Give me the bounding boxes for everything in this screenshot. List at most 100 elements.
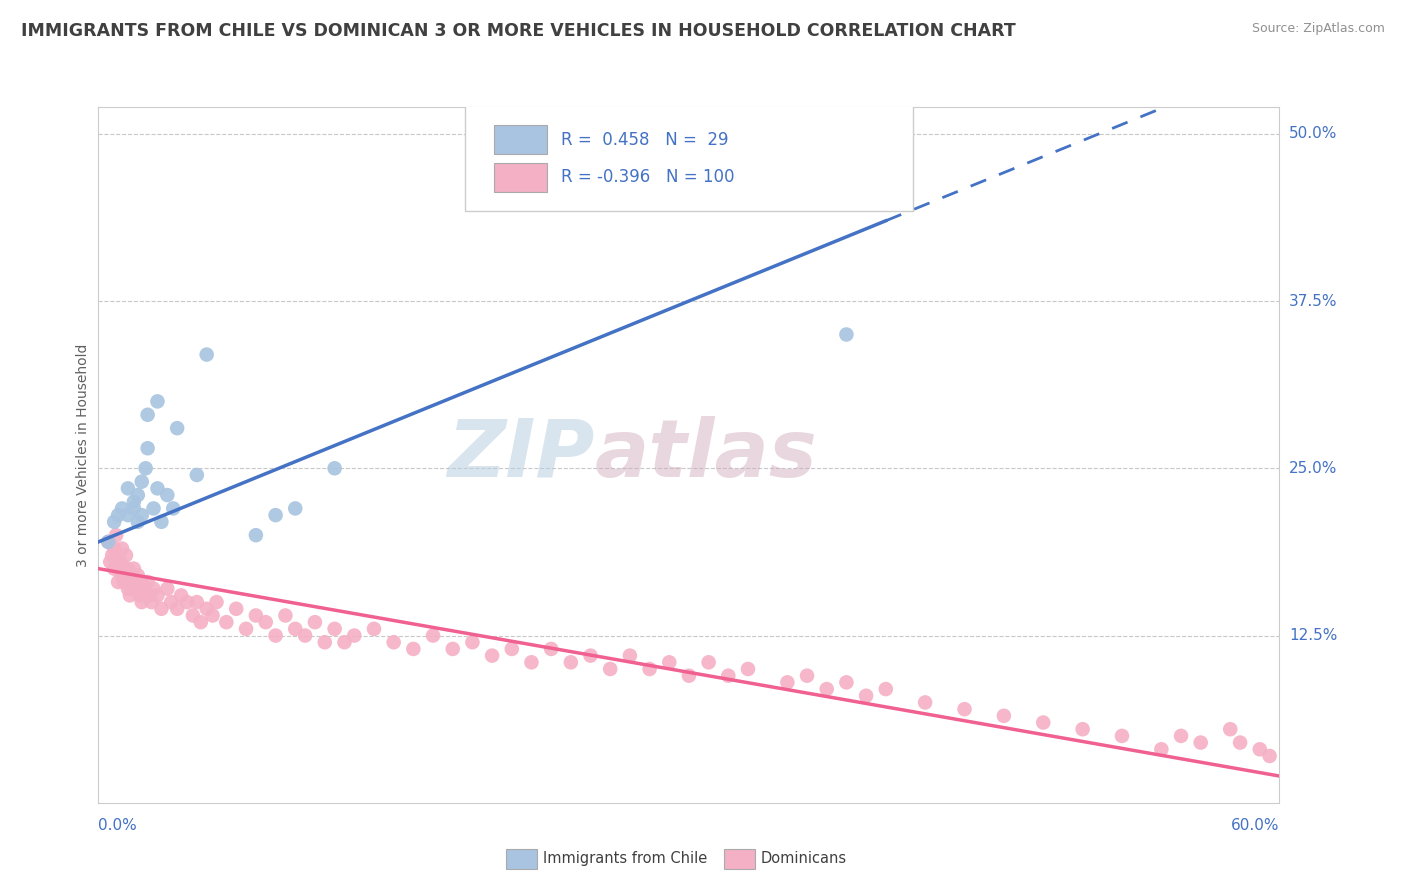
Point xyxy=(150,515,173,529)
Point xyxy=(101,548,124,563)
Point xyxy=(150,602,173,616)
Point xyxy=(128,589,150,603)
Point xyxy=(160,595,183,609)
FancyBboxPatch shape xyxy=(464,103,914,211)
Point xyxy=(122,562,145,576)
Point xyxy=(1258,749,1281,764)
Point xyxy=(815,681,838,696)
Point xyxy=(112,575,135,590)
Point xyxy=(737,662,759,676)
Point xyxy=(697,655,720,669)
Point xyxy=(195,348,218,362)
Point xyxy=(127,582,149,596)
Point xyxy=(141,595,163,609)
Point xyxy=(225,602,247,616)
Point xyxy=(135,461,157,475)
Point xyxy=(125,575,148,590)
Point xyxy=(953,702,976,716)
Point xyxy=(131,595,153,609)
Text: Dominicans: Dominicans xyxy=(761,851,846,865)
Point xyxy=(796,669,818,683)
Point xyxy=(111,568,134,582)
Text: IMMIGRANTS FROM CHILE VS DOMINICAN 3 OR MORE VEHICLES IN HOUSEHOLD CORRELATION C: IMMIGRANTS FROM CHILE VS DOMINICAN 3 OR … xyxy=(21,22,1017,40)
Point xyxy=(1170,729,1192,743)
Point xyxy=(1071,723,1094,737)
Point xyxy=(117,582,139,596)
Point xyxy=(127,488,149,502)
Point xyxy=(520,655,543,669)
Point xyxy=(108,555,131,569)
Point xyxy=(264,628,287,642)
Point xyxy=(97,535,120,549)
Point xyxy=(201,608,224,623)
Point xyxy=(599,662,621,676)
Point xyxy=(254,615,277,630)
Point xyxy=(135,589,157,603)
Point xyxy=(284,622,307,636)
Point xyxy=(118,589,141,603)
Text: R = -0.396   N = 100: R = -0.396 N = 100 xyxy=(561,169,735,186)
Point xyxy=(181,608,204,623)
Point xyxy=(619,648,641,663)
Point xyxy=(323,622,346,636)
Text: atlas: atlas xyxy=(595,416,817,494)
Point xyxy=(122,501,145,516)
Point xyxy=(186,468,208,483)
Point xyxy=(284,501,307,516)
Point xyxy=(658,655,681,669)
Point xyxy=(103,562,125,576)
Point xyxy=(717,669,740,683)
Point xyxy=(215,615,238,630)
Y-axis label: 3 or more Vehicles in Household: 3 or more Vehicles in Household xyxy=(76,343,90,566)
Point xyxy=(156,582,179,596)
Point xyxy=(1249,742,1271,756)
Point xyxy=(235,622,257,636)
Point xyxy=(245,528,267,542)
Bar xyxy=(494,162,547,192)
Point xyxy=(107,548,129,563)
Point xyxy=(146,482,169,496)
Point xyxy=(117,508,139,523)
Point xyxy=(107,508,129,523)
Point xyxy=(855,689,877,703)
Point xyxy=(115,548,138,563)
Bar xyxy=(494,125,547,154)
Point xyxy=(166,602,188,616)
Point xyxy=(118,568,141,582)
Point xyxy=(402,642,425,657)
Point xyxy=(136,408,159,422)
Point xyxy=(111,541,134,556)
Point xyxy=(98,555,121,569)
Point xyxy=(678,669,700,683)
Text: Source: ZipAtlas.com: Source: ZipAtlas.com xyxy=(1251,22,1385,36)
Point xyxy=(136,575,159,590)
Point xyxy=(107,562,129,576)
Point xyxy=(835,675,858,690)
Point xyxy=(422,628,444,642)
Point xyxy=(117,562,139,576)
Text: R =  0.458   N =  29: R = 0.458 N = 29 xyxy=(561,131,728,149)
Point xyxy=(105,528,128,542)
Point xyxy=(540,642,562,657)
Point xyxy=(245,608,267,623)
Point xyxy=(162,501,184,516)
Point xyxy=(993,708,1015,723)
Point xyxy=(146,394,169,409)
Point xyxy=(1229,735,1251,749)
Point xyxy=(638,662,661,676)
Point xyxy=(103,541,125,556)
Point xyxy=(343,628,366,642)
Point xyxy=(323,461,346,475)
Point xyxy=(560,655,582,669)
Text: 60.0%: 60.0% xyxy=(1232,818,1279,832)
Text: ZIP: ZIP xyxy=(447,416,595,494)
Point xyxy=(1032,715,1054,730)
Point xyxy=(131,508,153,523)
Point xyxy=(122,582,145,596)
Point xyxy=(835,327,858,342)
Point xyxy=(382,635,405,649)
Point xyxy=(131,475,153,489)
Point xyxy=(176,595,198,609)
Point xyxy=(156,488,179,502)
Point xyxy=(166,421,188,435)
